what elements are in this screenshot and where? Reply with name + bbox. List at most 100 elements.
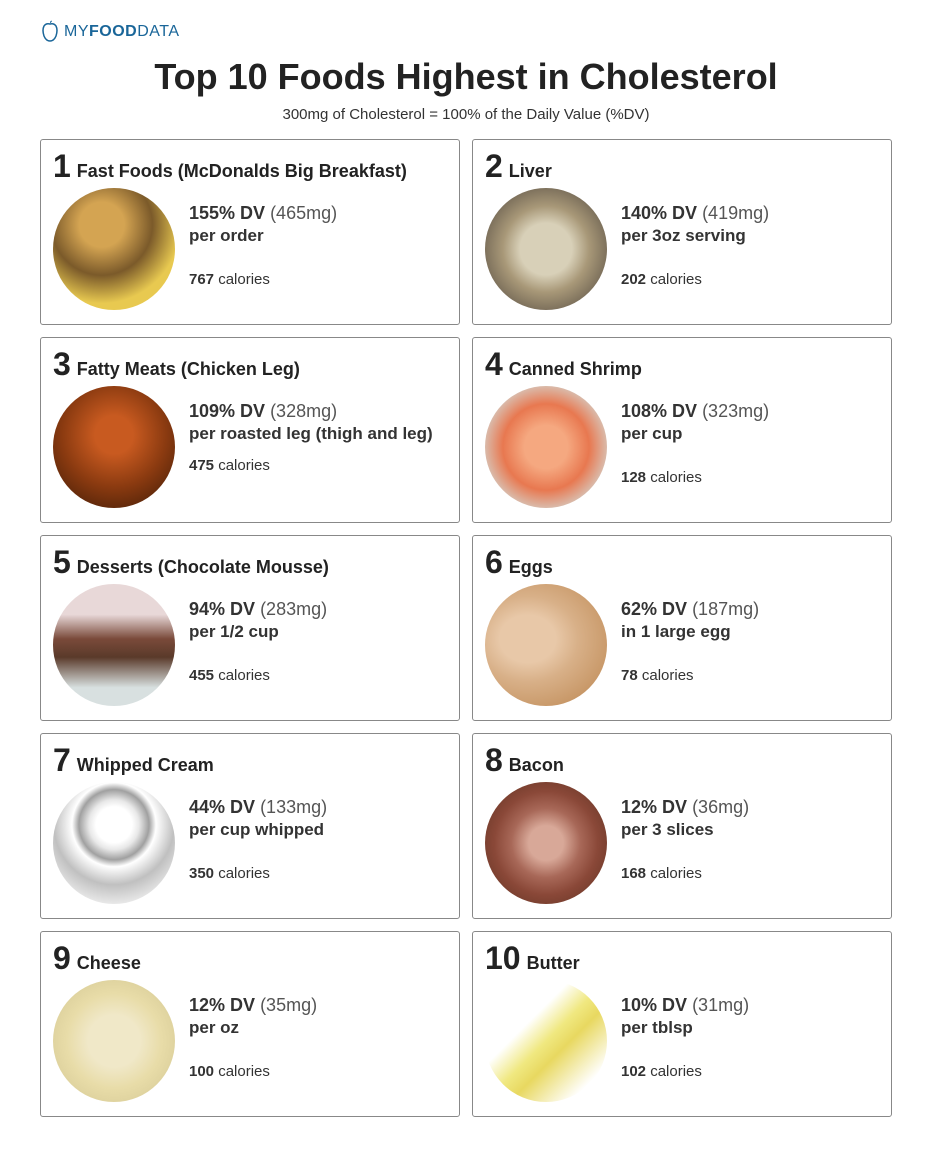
card-header: 7 Whipped Cream [53,744,447,776]
rank-number: 4 [485,348,503,380]
serving-size: per cup [621,423,879,445]
food-image [53,980,175,1102]
card-body: 108% DV (323mg) per cup 128 calories [485,386,879,508]
page-title: Top 10 Foods Highest in Cholesterol [40,56,892,98]
food-card: 2 Liver 140% DV (419mg) per 3oz serving … [472,139,892,325]
serving-size: per 1/2 cup [189,621,447,643]
serving-size: per order [189,225,447,247]
food-image [53,188,175,310]
food-image [53,386,175,508]
serving-size: per cup whipped [189,819,447,841]
card-header: 3 Fatty Meats (Chicken Leg) [53,348,447,380]
calories: 100 calories [189,1063,447,1080]
food-info: 109% DV (328mg) per roasted leg (thigh a… [189,386,447,474]
card-header: 8 Bacon [485,744,879,776]
card-body: 10% DV (31mg) per tblsp 102 calories [485,980,879,1102]
rank-number: 8 [485,744,503,776]
card-header: 2 Liver [485,150,879,182]
dv-line: 44% DV (133mg) [189,796,447,819]
rank-number: 6 [485,546,503,578]
dv-line: 12% DV (35mg) [189,994,447,1017]
calories: 475 calories [189,457,447,474]
calories: 767 calories [189,271,447,288]
dv-line: 109% DV (328mg) [189,400,447,423]
site-logo[interactable]: MYFOODDATA [40,20,892,44]
food-image [485,584,607,706]
rank-number: 9 [53,942,71,974]
dv-line: 12% DV (36mg) [621,796,879,819]
dv-line: 140% DV (419mg) [621,202,879,225]
food-image [485,386,607,508]
card-body: 12% DV (36mg) per 3 slices 168 calories [485,782,879,904]
food-name: Butter [527,953,580,974]
food-name: Canned Shrimp [509,359,642,380]
food-name: Fatty Meats (Chicken Leg) [77,359,300,380]
dv-line: 155% DV (465mg) [189,202,447,225]
food-name: Whipped Cream [77,755,214,776]
serving-size: per 3 slices [621,819,879,841]
card-body: 109% DV (328mg) per roasted leg (thigh a… [53,386,447,508]
card-header: 10 Butter [485,942,879,974]
card-body: 44% DV (133mg) per cup whipped 350 calor… [53,782,447,904]
food-image [485,782,607,904]
food-card: 3 Fatty Meats (Chicken Leg) 109% DV (328… [40,337,460,523]
calories: 350 calories [189,865,447,882]
rank-number: 5 [53,546,71,578]
food-image [53,584,175,706]
dv-line: 94% DV (283mg) [189,598,447,621]
rank-number: 1 [53,150,71,182]
food-card: 4 Canned Shrimp 108% DV (323mg) per cup … [472,337,892,523]
calories: 78 calories [621,667,879,684]
serving-size: per tblsp [621,1017,879,1039]
food-card: 5 Desserts (Chocolate Mousse) 94% DV (28… [40,535,460,721]
food-name: Liver [509,161,552,182]
food-image [485,188,607,310]
food-info: 12% DV (35mg) per oz 100 calories [189,980,447,1080]
food-image [485,980,607,1102]
dv-line: 10% DV (31mg) [621,994,879,1017]
food-info: 140% DV (419mg) per 3oz serving 202 calo… [621,188,879,288]
dv-line: 108% DV (323mg) [621,400,879,423]
calories: 168 calories [621,865,879,882]
serving-size: in 1 large egg [621,621,879,643]
food-info: 44% DV (133mg) per cup whipped 350 calor… [189,782,447,882]
logo-text: MYFOODDATA [64,23,180,41]
card-body: 62% DV (187mg) in 1 large egg 78 calorie… [485,584,879,706]
food-name: Eggs [509,557,553,578]
food-card: 1 Fast Foods (McDonalds Big Breakfast) 1… [40,139,460,325]
food-card: 9 Cheese 12% DV (35mg) per oz 100 calori… [40,931,460,1117]
food-info: 12% DV (36mg) per 3 slices 168 calories [621,782,879,882]
card-header: 5 Desserts (Chocolate Mousse) [53,546,447,578]
food-info: 155% DV (465mg) per order 767 calories [189,188,447,288]
card-body: 12% DV (35mg) per oz 100 calories [53,980,447,1102]
calories: 128 calories [621,469,879,486]
rank-number: 2 [485,150,503,182]
food-card: 7 Whipped Cream 44% DV (133mg) per cup w… [40,733,460,919]
calories: 455 calories [189,667,447,684]
apple-icon [40,20,60,44]
card-header: 6 Eggs [485,546,879,578]
food-card: 8 Bacon 12% DV (36mg) per 3 slices 168 c… [472,733,892,919]
serving-size: per roasted leg (thigh and leg) [189,423,447,445]
card-header: 1 Fast Foods (McDonalds Big Breakfast) [53,150,447,182]
food-info: 62% DV (187mg) in 1 large egg 78 calorie… [621,584,879,684]
food-name: Bacon [509,755,564,776]
food-name: Desserts (Chocolate Mousse) [77,557,329,578]
card-header: 9 Cheese [53,942,447,974]
card-header: 4 Canned Shrimp [485,348,879,380]
food-card: 6 Eggs 62% DV (187mg) in 1 large egg 78 … [472,535,892,721]
calories: 102 calories [621,1063,879,1080]
food-card: 10 Butter 10% DV (31mg) per tblsp 102 ca… [472,931,892,1117]
rank-number: 3 [53,348,71,380]
subtitle: 300mg of Cholesterol = 100% of the Daily… [40,106,892,123]
rank-number: 10 [485,942,521,974]
food-name: Cheese [77,953,141,974]
calories: 202 calories [621,271,879,288]
food-image [53,782,175,904]
food-info: 10% DV (31mg) per tblsp 102 calories [621,980,879,1080]
food-grid: 1 Fast Foods (McDonalds Big Breakfast) 1… [40,139,892,1117]
rank-number: 7 [53,744,71,776]
food-info: 94% DV (283mg) per 1/2 cup 455 calories [189,584,447,684]
food-info: 108% DV (323mg) per cup 128 calories [621,386,879,486]
serving-size: per oz [189,1017,447,1039]
